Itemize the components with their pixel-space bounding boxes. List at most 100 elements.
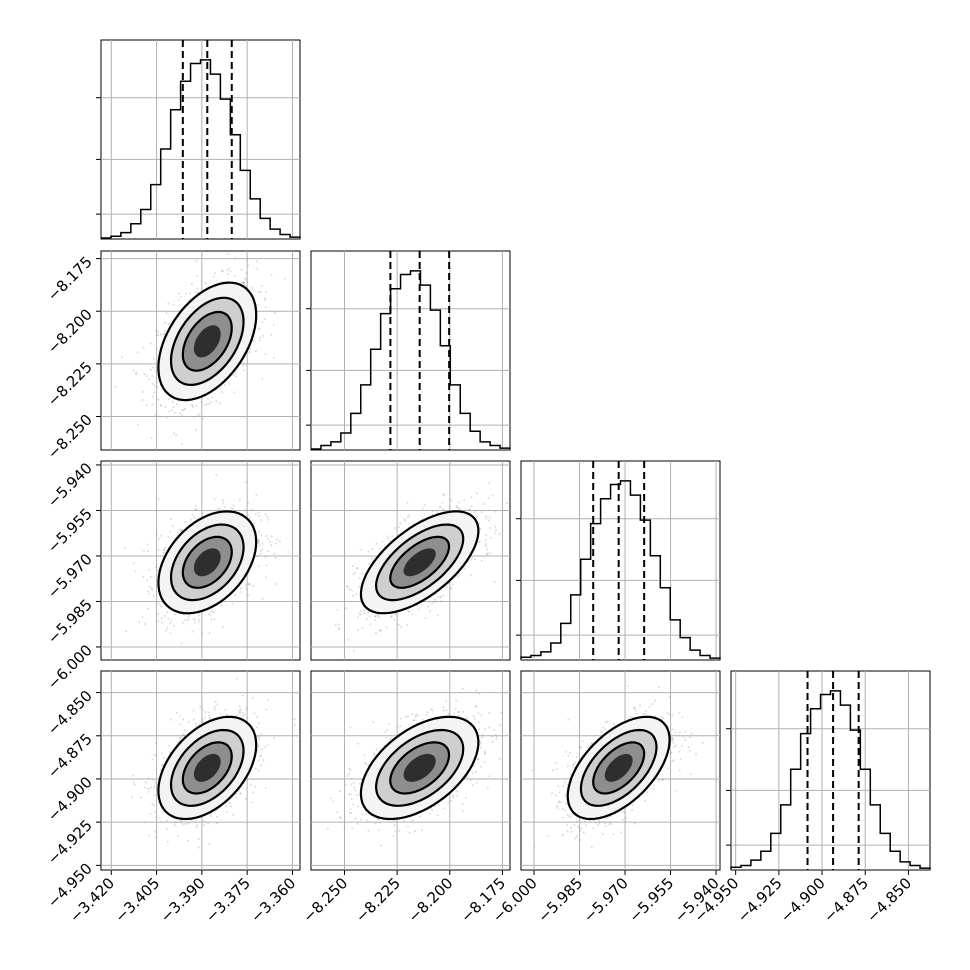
sample-point: [196, 287, 199, 290]
sample-point: [470, 496, 473, 499]
sample-point: [470, 558, 473, 561]
sample-point: [436, 614, 439, 617]
sample-point: [225, 713, 228, 716]
contour-line-1: [169, 296, 245, 387]
sample-point: [258, 336, 261, 339]
sample-point: [162, 756, 165, 759]
sample-point: [156, 612, 159, 615]
sample-point: [448, 506, 451, 508]
sample-point: [191, 630, 194, 633]
sample-point: [257, 511, 260, 514]
sample-point: [247, 351, 250, 354]
sample-point: [352, 573, 355, 576]
sample-point: [378, 630, 381, 632]
sample-point: [239, 711, 242, 714]
sample-point: [215, 473, 218, 476]
sample-point: [192, 709, 195, 712]
sample-point: [232, 504, 235, 507]
sample-point: [158, 537, 161, 540]
sample-point: [195, 260, 198, 263]
sample-point: [213, 275, 215, 278]
sample-point: [184, 407, 187, 410]
sample-point: [167, 302, 170, 305]
sample-point: [350, 589, 353, 592]
sample-point: [257, 722, 260, 725]
sample-point: [187, 617, 190, 620]
sample-point: [176, 531, 179, 534]
sample-point: [267, 698, 269, 701]
sample-point: [388, 540, 391, 543]
sample-point: [375, 542, 378, 545]
sample-point: [477, 541, 480, 544]
sample-point: [229, 270, 232, 273]
sample-point: [159, 604, 161, 607]
sample-point: [163, 330, 166, 333]
sample-point: [195, 428, 198, 431]
sample-point: [169, 632, 172, 635]
sample-point: [140, 796, 143, 799]
sample-point: [352, 565, 355, 568]
sample-point: [201, 512, 204, 515]
sample-point: [157, 334, 159, 336]
sample-point: [245, 798, 248, 801]
sample-point: [195, 826, 198, 829]
sample-point: [491, 494, 494, 497]
sample-point: [246, 360, 249, 363]
sample-point: [480, 559, 483, 562]
sample-point: [488, 519, 491, 522]
sample-point: [347, 638, 350, 641]
sample-point: [228, 382, 231, 385]
sample-point: [347, 585, 350, 588]
sample-point: [265, 535, 268, 537]
sample-point: [201, 632, 204, 635]
sample-point: [155, 377, 158, 380]
sample-point: [255, 260, 258, 263]
sample-point: [186, 619, 189, 622]
contour-line-1: [169, 523, 245, 602]
panel-frame: [100, 39, 301, 240]
sample-point: [147, 790, 150, 793]
sample-point: [259, 553, 262, 555]
sample-point: [494, 528, 497, 531]
sample-point: [235, 796, 238, 799]
sample-point: [457, 507, 460, 509]
sample-point: [374, 618, 376, 621]
sample-point: [406, 624, 409, 626]
sample-point: [162, 333, 165, 336]
sample-point: [488, 552, 491, 555]
sample-point: [443, 509, 446, 512]
sample-point: [170, 619, 173, 622]
sample-point: [157, 415, 160, 418]
sample-point: [487, 497, 490, 499]
density-fill-3: [193, 325, 221, 358]
sample-point: [204, 711, 207, 713]
sample-point: [407, 610, 410, 613]
sample-point: [195, 404, 198, 407]
sample-point: [151, 403, 154, 406]
sample-point: [157, 398, 160, 401]
sample-point: [439, 596, 442, 599]
sample-point: [153, 384, 156, 387]
sample-point: [478, 540, 481, 543]
sample-point: [435, 509, 438, 512]
sample-point: [367, 611, 370, 614]
sample-point: [257, 555, 259, 558]
sample-point: [155, 334, 158, 337]
sample-point: [154, 370, 157, 373]
sample-point: [187, 839, 189, 842]
sample-point: [260, 284, 263, 287]
sample-point: [132, 781, 135, 784]
sample-point: [137, 423, 140, 426]
sample-point: [160, 821, 163, 823]
panel-frame: [310, 250, 511, 451]
sample-point: [244, 284, 247, 287]
sample-point: [399, 522, 402, 525]
sample-point: [245, 588, 248, 591]
sample-point: [264, 576, 267, 579]
sample-point: [185, 292, 188, 295]
sample-point: [244, 713, 247, 716]
sample-point: [238, 498, 241, 501]
sample-point: [133, 369, 135, 372]
sample-point: [179, 295, 182, 298]
sample-point: [403, 518, 406, 521]
